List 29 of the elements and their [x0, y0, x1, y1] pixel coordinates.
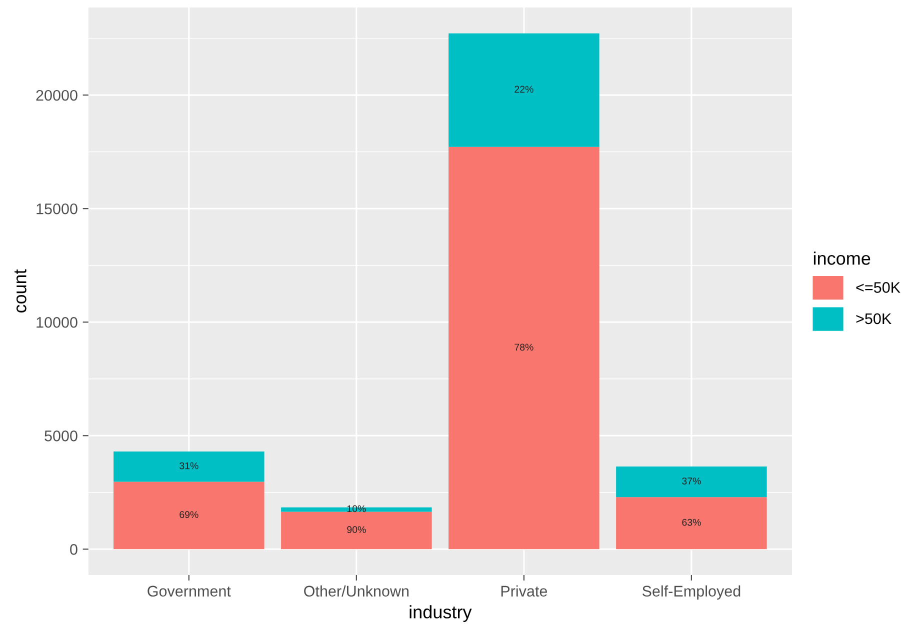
bar: [281, 512, 432, 550]
x-tick-label: Other/Unknown: [304, 585, 409, 597]
bar: [448, 146, 600, 550]
y-tick-label: 10000: [36, 316, 78, 328]
annotation: 78%: [514, 344, 534, 351]
annotation: 69%: [180, 511, 198, 518]
y-tick-label: 20000: [36, 90, 78, 101]
bar: [616, 497, 767, 550]
y-tick-label: 0: [70, 544, 78, 555]
y-axis-title: count: [14, 269, 26, 313]
x-axis-title: industry: [410, 605, 472, 622]
annotation: 63%: [682, 518, 701, 526]
bar: [114, 482, 264, 550]
legend-label: <=50K: [856, 282, 900, 293]
bar: [448, 33, 600, 147]
bar: [616, 466, 767, 498]
bar: [114, 452, 264, 482]
annotation: 22%: [514, 86, 534, 93]
legend-title: income: [814, 252, 870, 265]
x-tick-label: Private: [501, 585, 548, 597]
x-tick-label: Government: [148, 586, 231, 597]
annotation: 37%: [682, 478, 701, 484]
annotation: 31%: [180, 462, 198, 470]
x-tick-label: Self-Employed: [642, 585, 740, 600]
legend-label: >50K: [856, 313, 892, 324]
annotation: 90%: [347, 526, 366, 534]
y-tick-label: 15000: [36, 203, 78, 214]
y-tick-label: 5000: [44, 430, 78, 442]
bar: [281, 507, 432, 512]
